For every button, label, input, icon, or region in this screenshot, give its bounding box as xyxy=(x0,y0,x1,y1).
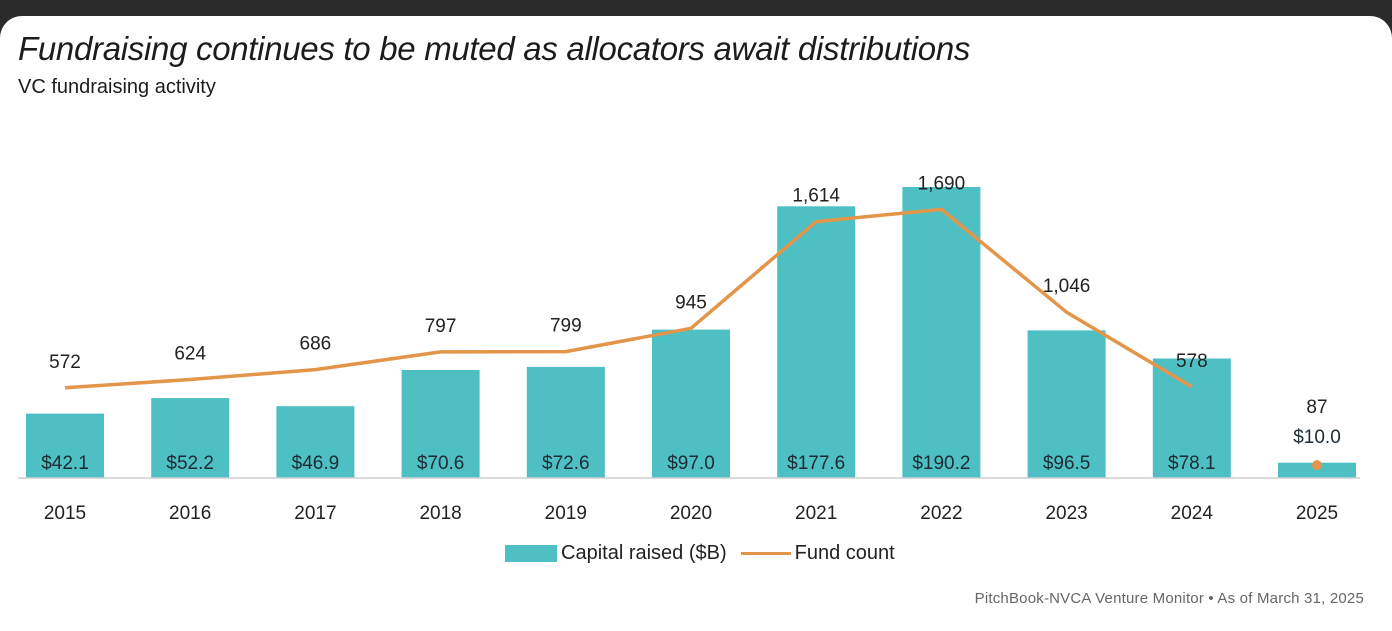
bar-2018 xyxy=(401,370,480,478)
legend-swatch-fund-count xyxy=(740,552,791,555)
bar-2025 xyxy=(1278,462,1356,478)
x-tick-2022: 2022 xyxy=(920,503,962,524)
x-tick-2020: 2020 xyxy=(670,503,712,524)
fund-count-label-2023: 1,046 xyxy=(1043,276,1091,297)
bar-label-2025: $10.0 xyxy=(1293,427,1341,448)
bar-2017 xyxy=(276,406,355,478)
bar-label-2017: $46.9 xyxy=(292,453,340,474)
bar-2015 xyxy=(26,413,104,478)
bar-2020 xyxy=(652,329,730,478)
fund-count-label-2018: 797 xyxy=(425,316,457,337)
source-note: PitchBook-NVCA Venture Monitor • As of M… xyxy=(974,590,1364,607)
chart-title: Fundraising continues to be muted as all… xyxy=(18,30,971,67)
fund-count-label-2022: 1,690 xyxy=(918,173,966,194)
fund-count-line xyxy=(64,207,1193,390)
x-tick-2025: 2025 xyxy=(1296,503,1338,524)
legend-label-capital: Capital raised ($B) xyxy=(561,542,727,564)
chart-subtitle: VC fundraising activity xyxy=(18,76,216,98)
x-tick-2015: 2015 xyxy=(44,503,86,524)
bar-label-2015: $42.1 xyxy=(41,453,89,474)
bar-label-2018: $70.6 xyxy=(417,453,465,474)
legend-label-fund-count: Fund count xyxy=(794,542,895,564)
chart-canvas: $42.1 $52.2 $46.9 $70.6 $72.6 $97.0 $177.6 $190… xyxy=(18,173,1360,524)
x-tick-2024: 2024 xyxy=(1171,503,1214,524)
legend-swatch-capital xyxy=(505,545,557,562)
fund-count-label-2025: 87 xyxy=(1306,397,1327,418)
legend: Capital raised ($B) Fund count xyxy=(505,542,895,565)
fund-count-label-2020: 945 xyxy=(675,292,707,313)
bar-2023 xyxy=(1027,330,1106,478)
bar-2021 xyxy=(777,206,856,479)
bar-label-2021: $177.6 xyxy=(787,453,845,474)
bar-2024 xyxy=(1152,358,1231,478)
fund-count-label-2016: 624 xyxy=(174,344,206,365)
bar-label-2024: $78.1 xyxy=(1168,453,1216,474)
x-tick-2016: 2016 xyxy=(169,503,211,524)
fund-count-label-2024: 578 xyxy=(1176,351,1208,372)
fund-count-label-2015: 572 xyxy=(49,352,81,373)
chart-card: Fundraising continues to be muted as all… xyxy=(0,16,1392,631)
bar-label-2020: $97.0 xyxy=(667,453,715,474)
bar-2022 xyxy=(902,187,981,478)
bar-label-2019: $72.6 xyxy=(542,453,590,474)
fund-count-label-2021: 1,614 xyxy=(792,186,840,207)
x-tick-2018: 2018 xyxy=(419,503,461,524)
bar-label-2016: $52.2 xyxy=(166,453,214,474)
bar-2016 xyxy=(151,398,230,478)
bar-label-2022: $190.2 xyxy=(912,453,970,474)
x-tick-2021: 2021 xyxy=(795,503,837,524)
fund-count-label-2019: 799 xyxy=(550,316,582,337)
x-tick-2019: 2019 xyxy=(545,503,587,524)
fund-count-label-2017: 686 xyxy=(300,334,332,355)
x-tick-2023: 2023 xyxy=(1045,503,1087,524)
fund-count-point-2025 xyxy=(1312,460,1322,471)
x-tick-2017: 2017 xyxy=(294,503,336,524)
bar-2019 xyxy=(526,366,605,478)
bar-label-2023: $96.5 xyxy=(1043,453,1091,474)
